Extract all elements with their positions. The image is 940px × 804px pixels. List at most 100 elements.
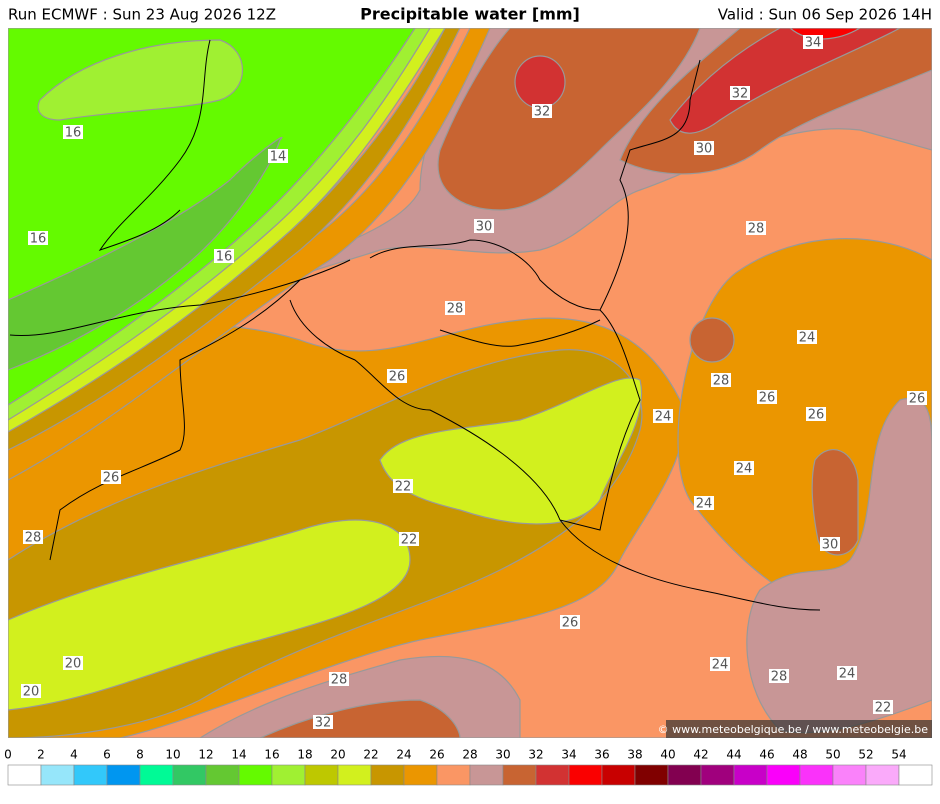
contour-label-bg (711, 373, 731, 387)
colorbar-tick-label: 50 (825, 748, 840, 762)
contour-label: 14 (270, 150, 287, 165)
colorbar-swatch (205, 764, 240, 786)
contour-label: 32 (315, 716, 332, 731)
contour-label-bg (445, 301, 465, 315)
colorbar-swatch (271, 764, 306, 786)
contour-label-bg (873, 700, 893, 714)
field-area (811, 449, 859, 556)
contour-label: 34 (805, 36, 822, 51)
colorbar-tick-label: 10 (165, 748, 180, 762)
colorbar-swatch (601, 764, 636, 786)
contour-label-bg (803, 35, 823, 49)
colorbar-tick-label: 30 (495, 748, 510, 762)
contour-label: 20 (23, 685, 40, 700)
colorbar-swatch (7, 764, 42, 786)
colorbar-tick-label: 52 (858, 748, 873, 762)
country-border (9, 59, 821, 611)
contour-label-bg (63, 125, 83, 139)
map-area (8, 28, 932, 738)
colorbar-tick-label: 12 (198, 748, 213, 762)
contour-label: 22 (395, 480, 412, 495)
contour-label-bg (806, 407, 826, 421)
contour-label-bg (21, 684, 41, 698)
colorbar: 0 2 4 6 8 10 12 14 16 18 20 22 24 26 28 30 32 34 36 38 40 42 4… (4, 748, 933, 786)
contour-label: 24 (696, 497, 713, 512)
colorbar-swatch (799, 764, 834, 786)
colorbar-tick-label: 40 (660, 748, 675, 762)
contour-label-bg (329, 672, 349, 686)
colorbar-swatch (40, 764, 75, 786)
contour-label: 24 (839, 667, 856, 682)
colorbar-swatch (139, 764, 174, 786)
colorbar-tick-label: 54 (891, 748, 906, 762)
colorbar-swatch (667, 764, 702, 786)
colorbar-swatch (700, 764, 735, 786)
colorbar-swatch (535, 764, 570, 786)
contour-label-bg (560, 615, 580, 629)
colorbar-swatch (436, 764, 471, 786)
contour-label: 26 (909, 392, 926, 407)
colorbar-tick-label: 8 (136, 748, 144, 762)
colorbar-tick-label: 22 (363, 748, 378, 762)
colorbar-swatch (766, 764, 801, 786)
contour-label-bg (399, 532, 419, 546)
colorbar-swatch (238, 764, 273, 786)
contour-label: 26 (389, 370, 406, 385)
contour-label: 16 (30, 232, 47, 247)
colorbar-swatch (733, 764, 768, 786)
contour-label-bg (769, 669, 789, 683)
contour-label-bg (734, 461, 754, 475)
field-area (379, 377, 643, 525)
contour-label-bg (313, 715, 333, 729)
colorbar-swatch (172, 764, 207, 786)
contour-label: 30 (822, 538, 839, 553)
credit-box (666, 720, 932, 738)
contour-label: 30 (696, 142, 713, 157)
colorbar-swatch (403, 764, 438, 786)
colorbar-swatch (337, 764, 372, 786)
contour-label: 24 (655, 410, 672, 425)
contour-label-bg (710, 657, 730, 671)
contour-label: 26 (103, 471, 120, 486)
contour-label: 24 (712, 658, 729, 673)
credit: © www.meteobelgique.be / www.meteobelgie… (658, 723, 929, 736)
colorbar-tick-label: 46 (759, 748, 774, 762)
contour-label-bg (393, 479, 413, 493)
contour-label: 28 (331, 673, 348, 688)
contour-label-bg (820, 537, 840, 551)
colorbar-swatch (865, 764, 900, 786)
field-area (689, 317, 735, 363)
contour-labels: 16 14 16 16 32 34 32 30 30 28 28 24 26 28 26 26 26 24 24 24… (21, 35, 927, 731)
colorbar-tick-label: 20 (330, 748, 345, 762)
colorbar-swatch (832, 764, 867, 786)
contour-label-bg (101, 470, 121, 484)
colorbar-tick-label: 36 (594, 748, 609, 762)
colorbar-tick-label: 14 (231, 748, 246, 762)
colorbar-swatch (370, 764, 405, 786)
colorbar-swatch (568, 764, 603, 786)
field-area (259, 699, 461, 738)
contour-label: 30 (476, 220, 493, 235)
contour-label: 32 (534, 105, 551, 120)
contour-label-bg (474, 219, 494, 233)
contour-label-bg (387, 369, 407, 383)
field-area (619, 28, 932, 175)
colorbar-tick-label: 44 (726, 748, 741, 762)
contour-label-bg (532, 104, 552, 118)
country-border (98, 39, 211, 251)
contour-label: 28 (713, 374, 730, 389)
contour-label: 28 (25, 531, 42, 546)
colorbar-tick-label: 28 (462, 748, 477, 762)
contour-label: 16 (216, 250, 233, 265)
colorbar-swatch (304, 764, 339, 786)
colorbar-swatch (106, 764, 141, 786)
colorbar-tick-label: 2 (37, 748, 45, 762)
contour-label: 24 (736, 462, 753, 477)
colorbar-tick-label: 6 (103, 748, 111, 762)
colorbar-tick-label: 34 (561, 748, 576, 762)
contour-label-bg (23, 530, 43, 544)
contour-label-bg (797, 330, 817, 344)
colorbar-tick-label: 0 (4, 748, 12, 762)
colorbar-swatch (634, 764, 669, 786)
